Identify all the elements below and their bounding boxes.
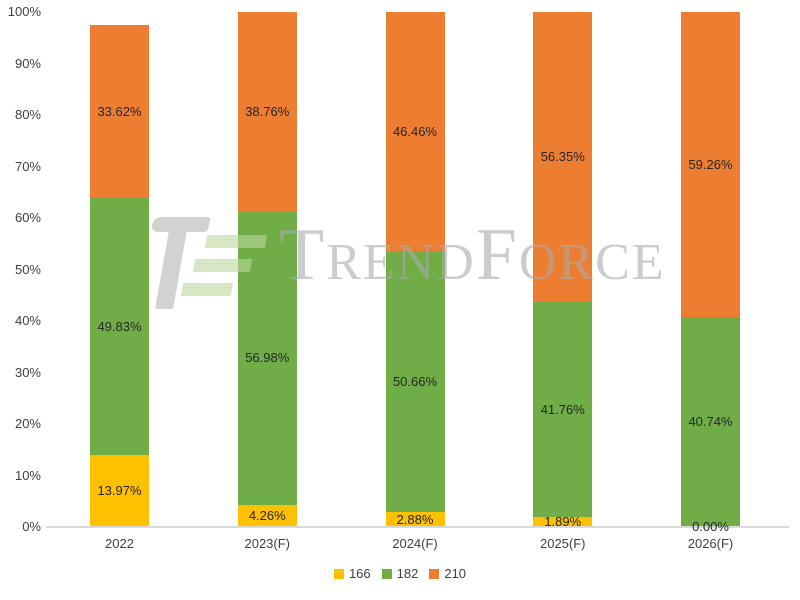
- data-label-182-2025(F): 41.76%: [540, 401, 585, 417]
- y-axis-tick-label: 50%: [14, 261, 41, 277]
- bar-segment-166-2023(F): [237, 505, 297, 527]
- bar-segment-182-2026(F): [681, 317, 740, 527]
- legend-item-210: 210: [429, 566, 466, 581]
- data-label-182-2024(F): 50.66%: [392, 373, 438, 389]
- data-label-182-2026(F): 40.74%: [688, 414, 733, 430]
- data-label-210-2025(F): 56.35%: [540, 149, 585, 165]
- bar-segment-182-2022: [90, 198, 149, 456]
- y-axis-tick-label: 80%: [14, 107, 41, 122]
- y-axis-tick-label: 20%: [14, 416, 41, 431]
- bar-segment-182-2025(F): [533, 302, 593, 518]
- trendforce-logo-stripe-3: [180, 283, 234, 296]
- x-axis-category-label: 2026(F): [687, 536, 734, 551]
- data-label-210-2022: 33.62%: [97, 103, 142, 119]
- bar-segment-166-2024(F): [385, 512, 445, 527]
- data-label-182-2023(F): 56.98%: [245, 350, 290, 366]
- data-label-182-2022: 49.83%: [97, 318, 142, 334]
- data-label-210-2024(F): 46.46%: [392, 123, 438, 139]
- x-axis-line: [46, 526, 789, 528]
- y-axis-tick-label: 70%: [14, 158, 41, 174]
- y-axis-tick-label: 90%: [14, 55, 41, 71]
- bar-segment-166-2025(F): [533, 517, 593, 527]
- legend-label: 210: [444, 566, 467, 581]
- y-axis-tick-label: 30%: [14, 364, 41, 380]
- y-axis-tick-label: 60%: [14, 210, 41, 225]
- legend-swatch-166: [333, 568, 344, 579]
- bar-segment-210-2026(F): [681, 12, 740, 318]
- data-label-166-2026(F): 0.00%: [692, 519, 729, 534]
- data-label-166-2022: 13.97%: [97, 483, 142, 499]
- legend-item-166: 166: [333, 566, 371, 581]
- trendforce-logo-top-bar: [150, 217, 211, 232]
- x-axis-category-label: 2022: [105, 536, 134, 551]
- bar-segment-210-2025(F): [533, 12, 593, 303]
- legend-label: 182: [396, 566, 419, 581]
- bar-segment-210-2024(F): [385, 12, 445, 252]
- legend-label: 166: [348, 566, 371, 581]
- y-axis-tick-label: 100%: [7, 4, 41, 19]
- data-label-210-2023(F): 38.76%: [245, 103, 290, 119]
- y-axis-tick-label: 40%: [14, 313, 41, 328]
- bar-segment-210-2023(F): [237, 12, 297, 212]
- legend-swatch-210: [429, 568, 440, 579]
- data-label-166-2023(F): 4.26%: [248, 508, 286, 524]
- legend-swatch-182: [381, 568, 392, 579]
- x-axis-category-label: 2024(F): [392, 536, 438, 551]
- data-label-166-2025(F): 1.89%: [544, 514, 582, 530]
- data-label-210-2026(F): 59.26%: [688, 156, 733, 172]
- x-axis-category-label: 2023(F): [244, 536, 291, 551]
- data-label-166-2024(F): 2.88%: [396, 511, 434, 527]
- legend: 166 182 210: [0, 566, 800, 581]
- legend-item-182: 182: [381, 566, 419, 581]
- y-axis-tick-label: 0%: [22, 519, 41, 534]
- trendforce-logo-stem: [155, 219, 189, 309]
- x-axis-category-label: 2025(F): [539, 536, 586, 551]
- y-axis-tick-label: 10%: [14, 467, 41, 483]
- bar-segment-210-2022: [90, 25, 149, 199]
- bar-segment-166-2022: [90, 455, 149, 527]
- trendforce-logo-text: TrendForce: [279, 214, 666, 296]
- bar-segment-182-2024(F): [385, 251, 445, 513]
